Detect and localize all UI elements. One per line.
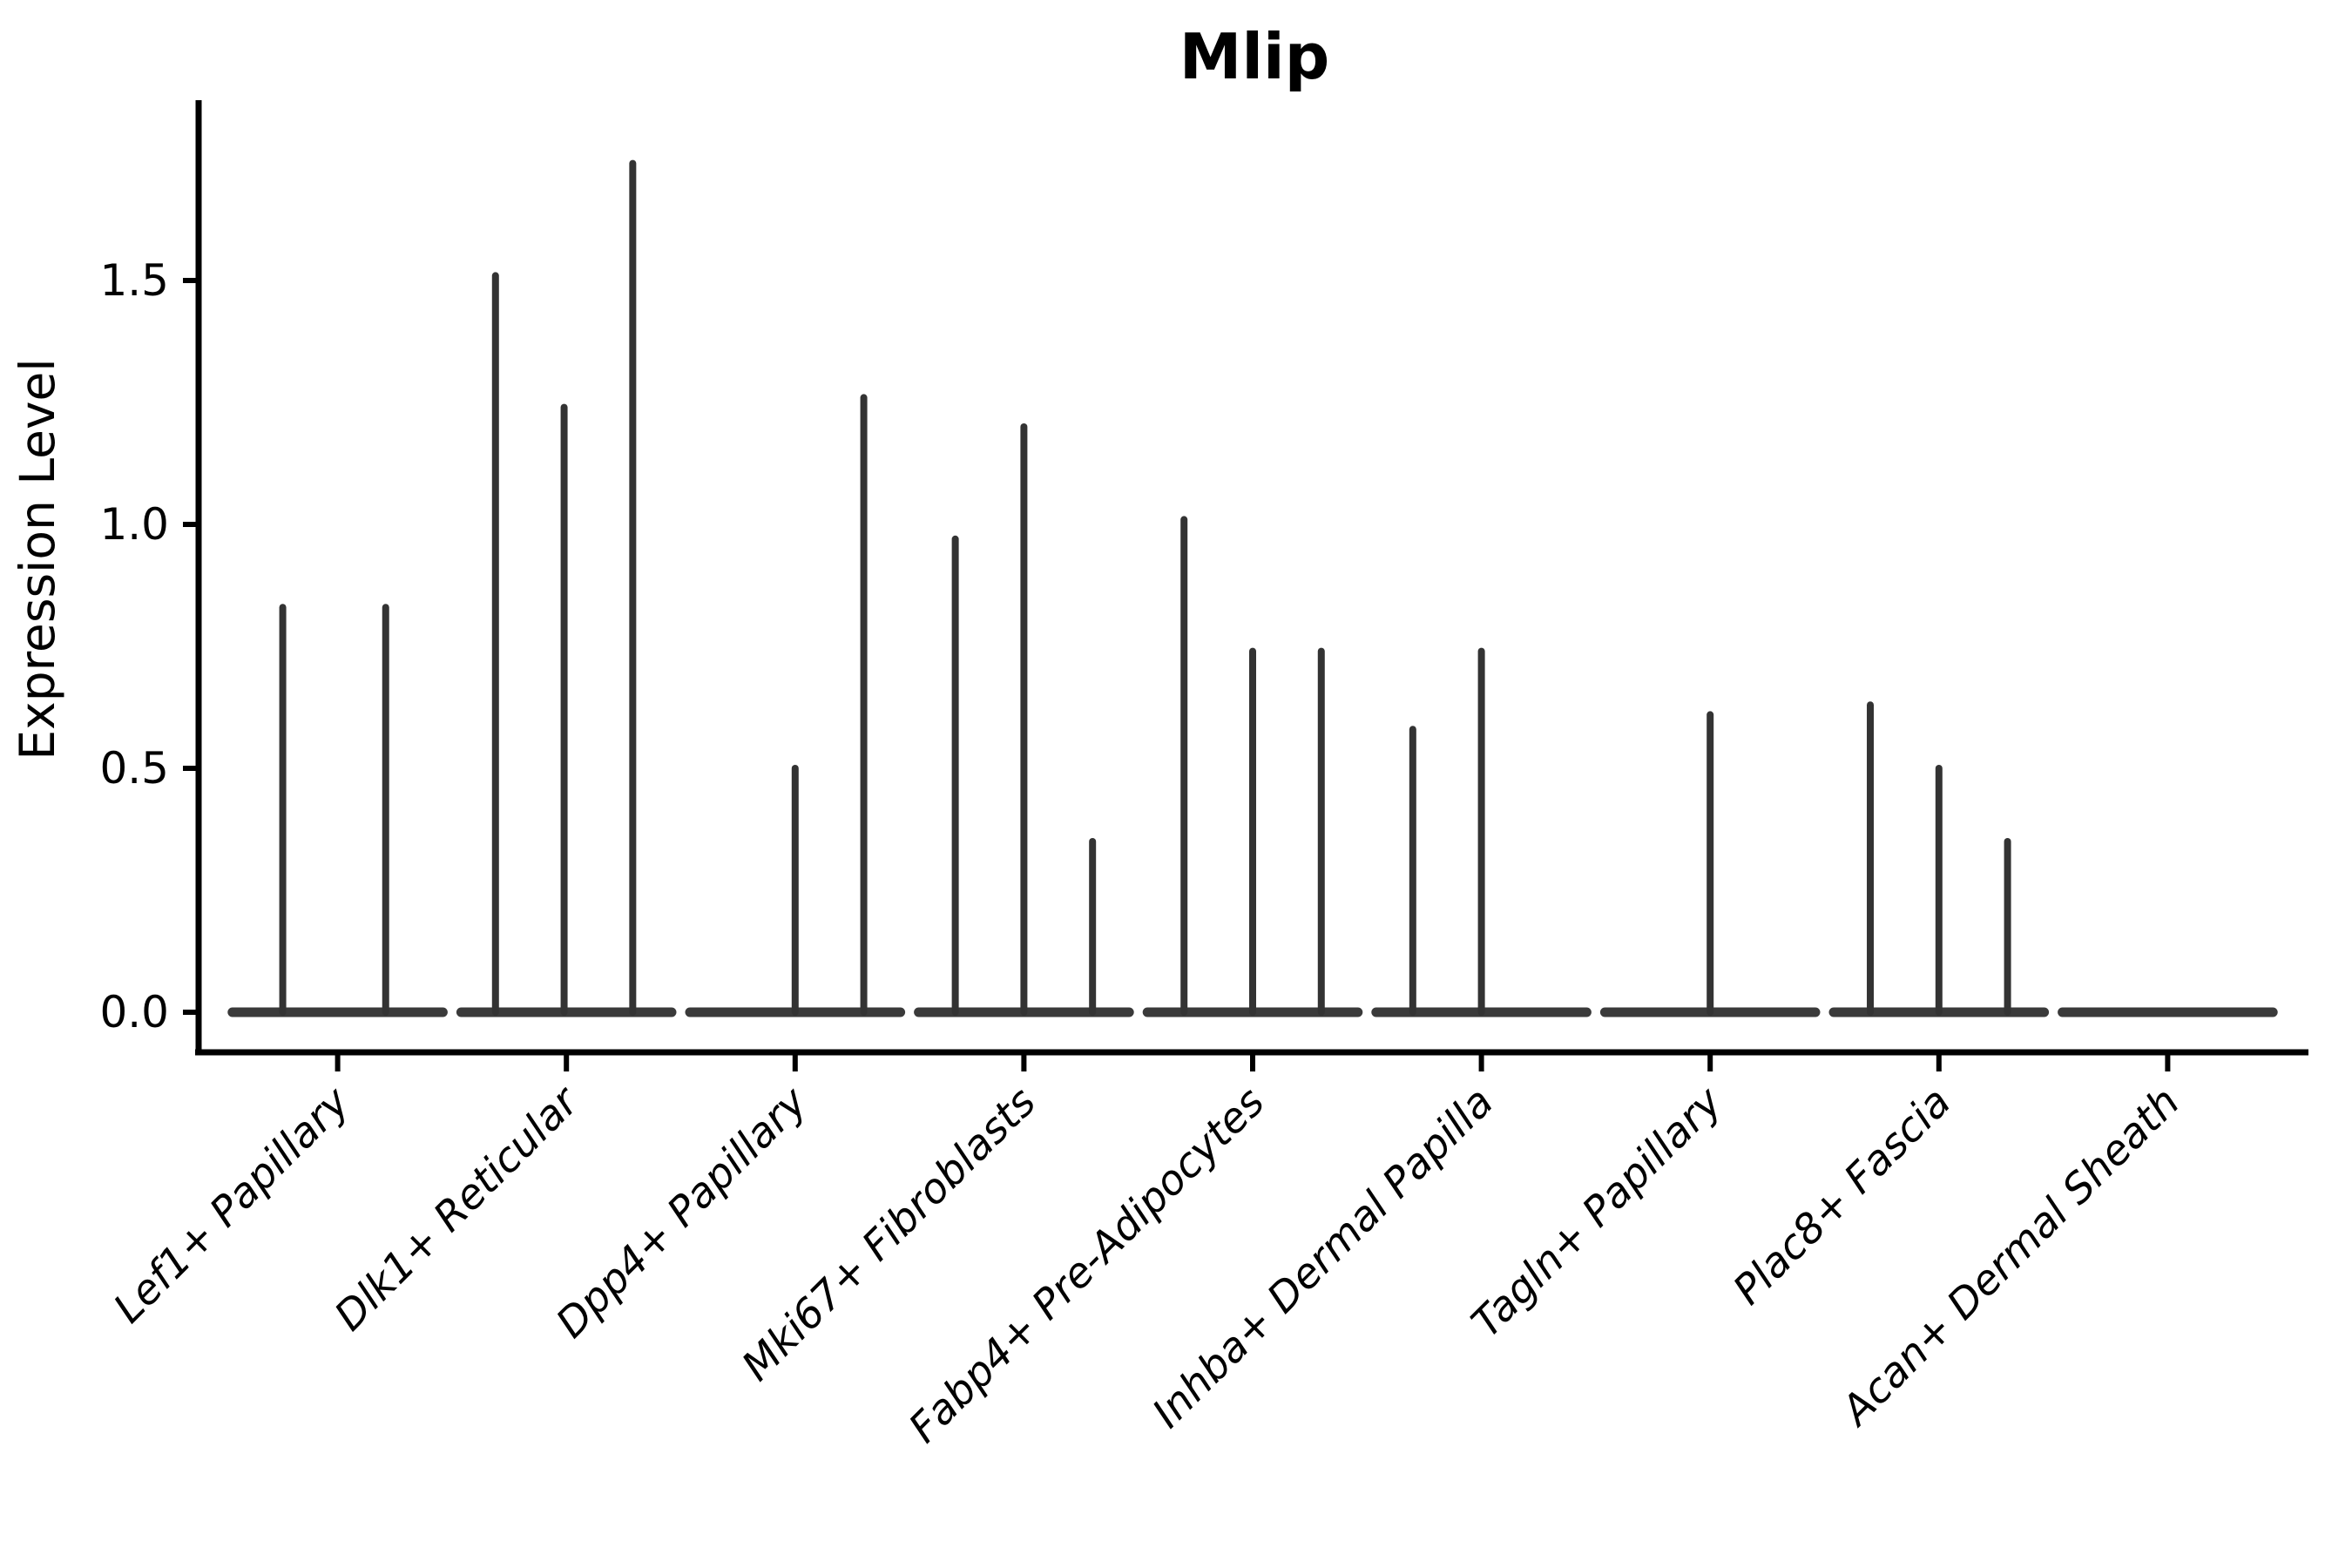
x-tick-label: Tagln+ Papillary (1463, 1078, 1733, 1348)
x-tick-label: Lef1+ Papillary (105, 1078, 360, 1333)
y-tick-label: 0.0 (99, 987, 169, 1037)
y-tick-label: 1.5 (99, 255, 169, 306)
y-tick-label: 0.5 (99, 743, 169, 794)
y-axis-label: Expression Level (10, 358, 65, 760)
x-tick-label: Dlk1+ Reticular (326, 1077, 590, 1341)
y-tick-label: 1.0 (99, 499, 169, 550)
x-tick-label: Dpp4+ Papillary (547, 1078, 817, 1348)
chart-title: Mlip (1179, 20, 1330, 93)
x-tick-label: Plac8+ Fascia (1724, 1078, 1960, 1315)
